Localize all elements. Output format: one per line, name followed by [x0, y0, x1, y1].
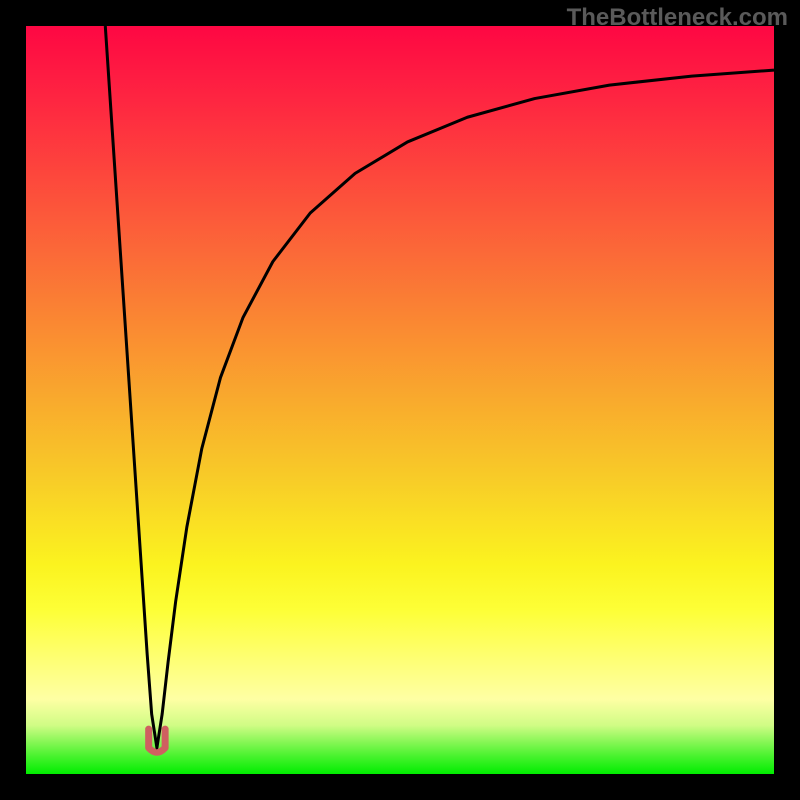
bottleneck-curve — [105, 26, 774, 748]
curve-layer — [26, 26, 774, 774]
plot-area — [26, 26, 774, 774]
bottleneck-chart: TheBottleneck.com — [0, 0, 800, 800]
watermark-label: TheBottleneck.com — [567, 4, 788, 32]
